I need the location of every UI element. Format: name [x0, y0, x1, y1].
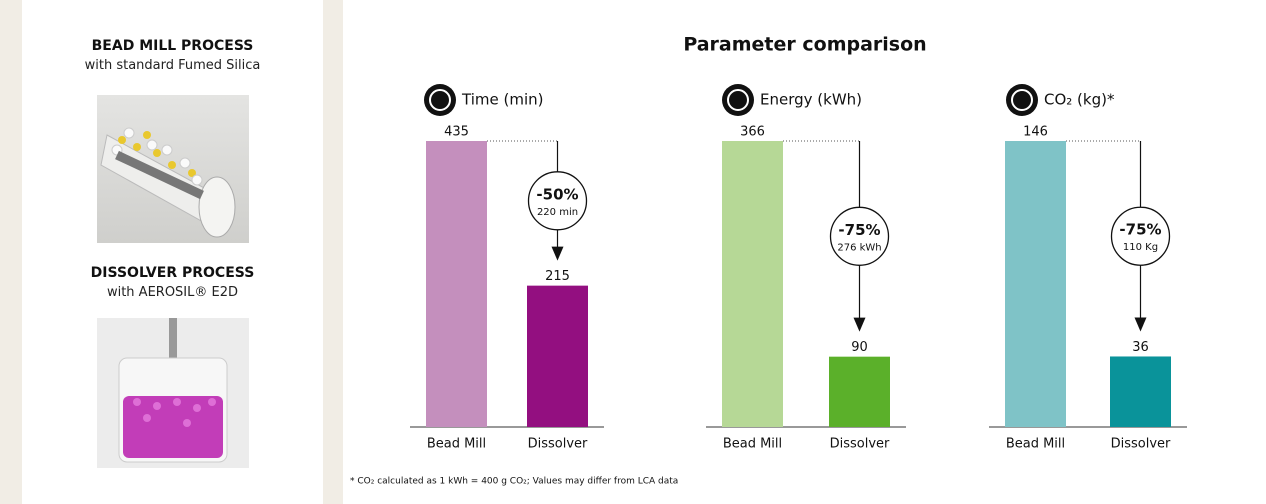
arrow-head — [854, 318, 866, 332]
footnote: * CO₂ calculated as 1 kWh = 400 g CO₂; V… — [350, 477, 678, 487]
x-tick-label: Bead Mill — [427, 437, 486, 452]
bar — [527, 286, 588, 427]
chart-title: Parameter comparison — [683, 34, 926, 56]
icon — [424, 84, 456, 116]
bar — [1110, 356, 1171, 427]
chart-subtitle: CO₂ (kg)* — [1044, 91, 1115, 109]
chart-subtitle: Time (min) — [461, 91, 543, 109]
x-tick-label: Bead Mill — [1006, 437, 1065, 452]
arrow-head — [552, 247, 564, 261]
chart-subtitle: Energy (kWh) — [760, 91, 862, 109]
x-tick-label: Dissolver — [1111, 437, 1171, 452]
difference-label: 276 kWh — [837, 242, 881, 253]
change-label: -75% — [1119, 221, 1161, 239]
change-label: -50% — [536, 185, 578, 203]
bar — [829, 357, 890, 427]
difference-label: 110 Kg — [1123, 242, 1158, 253]
icon — [1006, 84, 1038, 116]
value-label: 36 — [1132, 340, 1149, 355]
bar — [722, 141, 783, 427]
icon — [722, 84, 754, 116]
bar — [426, 141, 487, 427]
value-label: 435 — [444, 125, 469, 140]
arrow-head — [1135, 317, 1147, 331]
value-label: 90 — [851, 340, 868, 355]
change-label: -75% — [838, 221, 880, 239]
difference-label: 220 min — [537, 207, 578, 218]
chart: Parameter comparison * CO₂ calculated as… — [0, 0, 1266, 504]
value-label: 366 — [740, 125, 765, 140]
x-tick-label: Dissolver — [528, 437, 588, 452]
page: BEAD MILL PROCESS with standard Fumed Si… — [0, 0, 1266, 504]
bar — [1005, 141, 1066, 427]
x-tick-label: Dissolver — [830, 437, 890, 452]
value-label: 215 — [545, 269, 570, 284]
value-label: 146 — [1023, 125, 1048, 140]
x-tick-label: Bead Mill — [723, 437, 782, 452]
